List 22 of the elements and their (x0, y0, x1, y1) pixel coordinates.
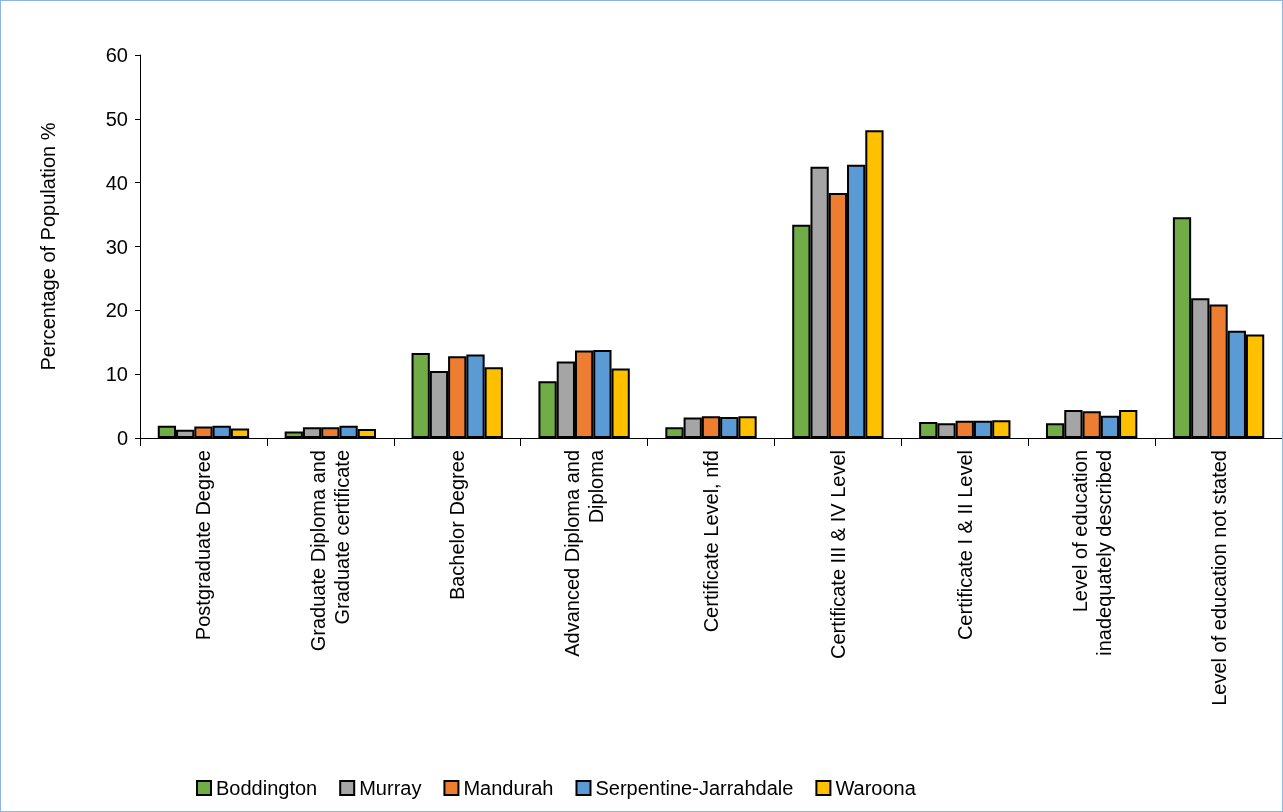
x-tick-label: Bachelor Degree (446, 450, 469, 601)
x-tick-label: Certificate I & II Level (953, 450, 976, 641)
y-tick-label: 10 (105, 363, 128, 386)
y-tick-label: 0 (116, 427, 128, 449)
x-tick-label: Postgraduate Degree (192, 450, 215, 641)
legend-label: Mandurah (463, 777, 554, 799)
y-tick-label: 50 (105, 107, 128, 130)
x-tick-label: Level of education not stated (1207, 450, 1230, 706)
y-axis-title: Percentage of Population % (37, 122, 59, 371)
legend-label: Serpentine-Jarrahdale (595, 777, 794, 799)
x-tick-label: Graduate Diploma and Graduate certificate (307, 450, 354, 652)
y-tick-label: 40 (105, 171, 128, 194)
x-tick-label: Advanced Diploma and Diploma (561, 449, 608, 657)
legend-label: Murray (359, 777, 422, 799)
legend-label: Waroona (835, 777, 917, 799)
x-tick-label: Level of education inadequately described (1068, 450, 1115, 656)
x-tick-label: Certificate Level, nfd (700, 450, 722, 633)
legend-label: Boddington (216, 777, 318, 799)
x-tick-label: Certificate III & IV Level (826, 450, 849, 659)
y-tick-label: 60 (105, 44, 128, 66)
y-tick-label: 20 (105, 299, 128, 322)
y-tick-label: 30 (105, 235, 128, 258)
